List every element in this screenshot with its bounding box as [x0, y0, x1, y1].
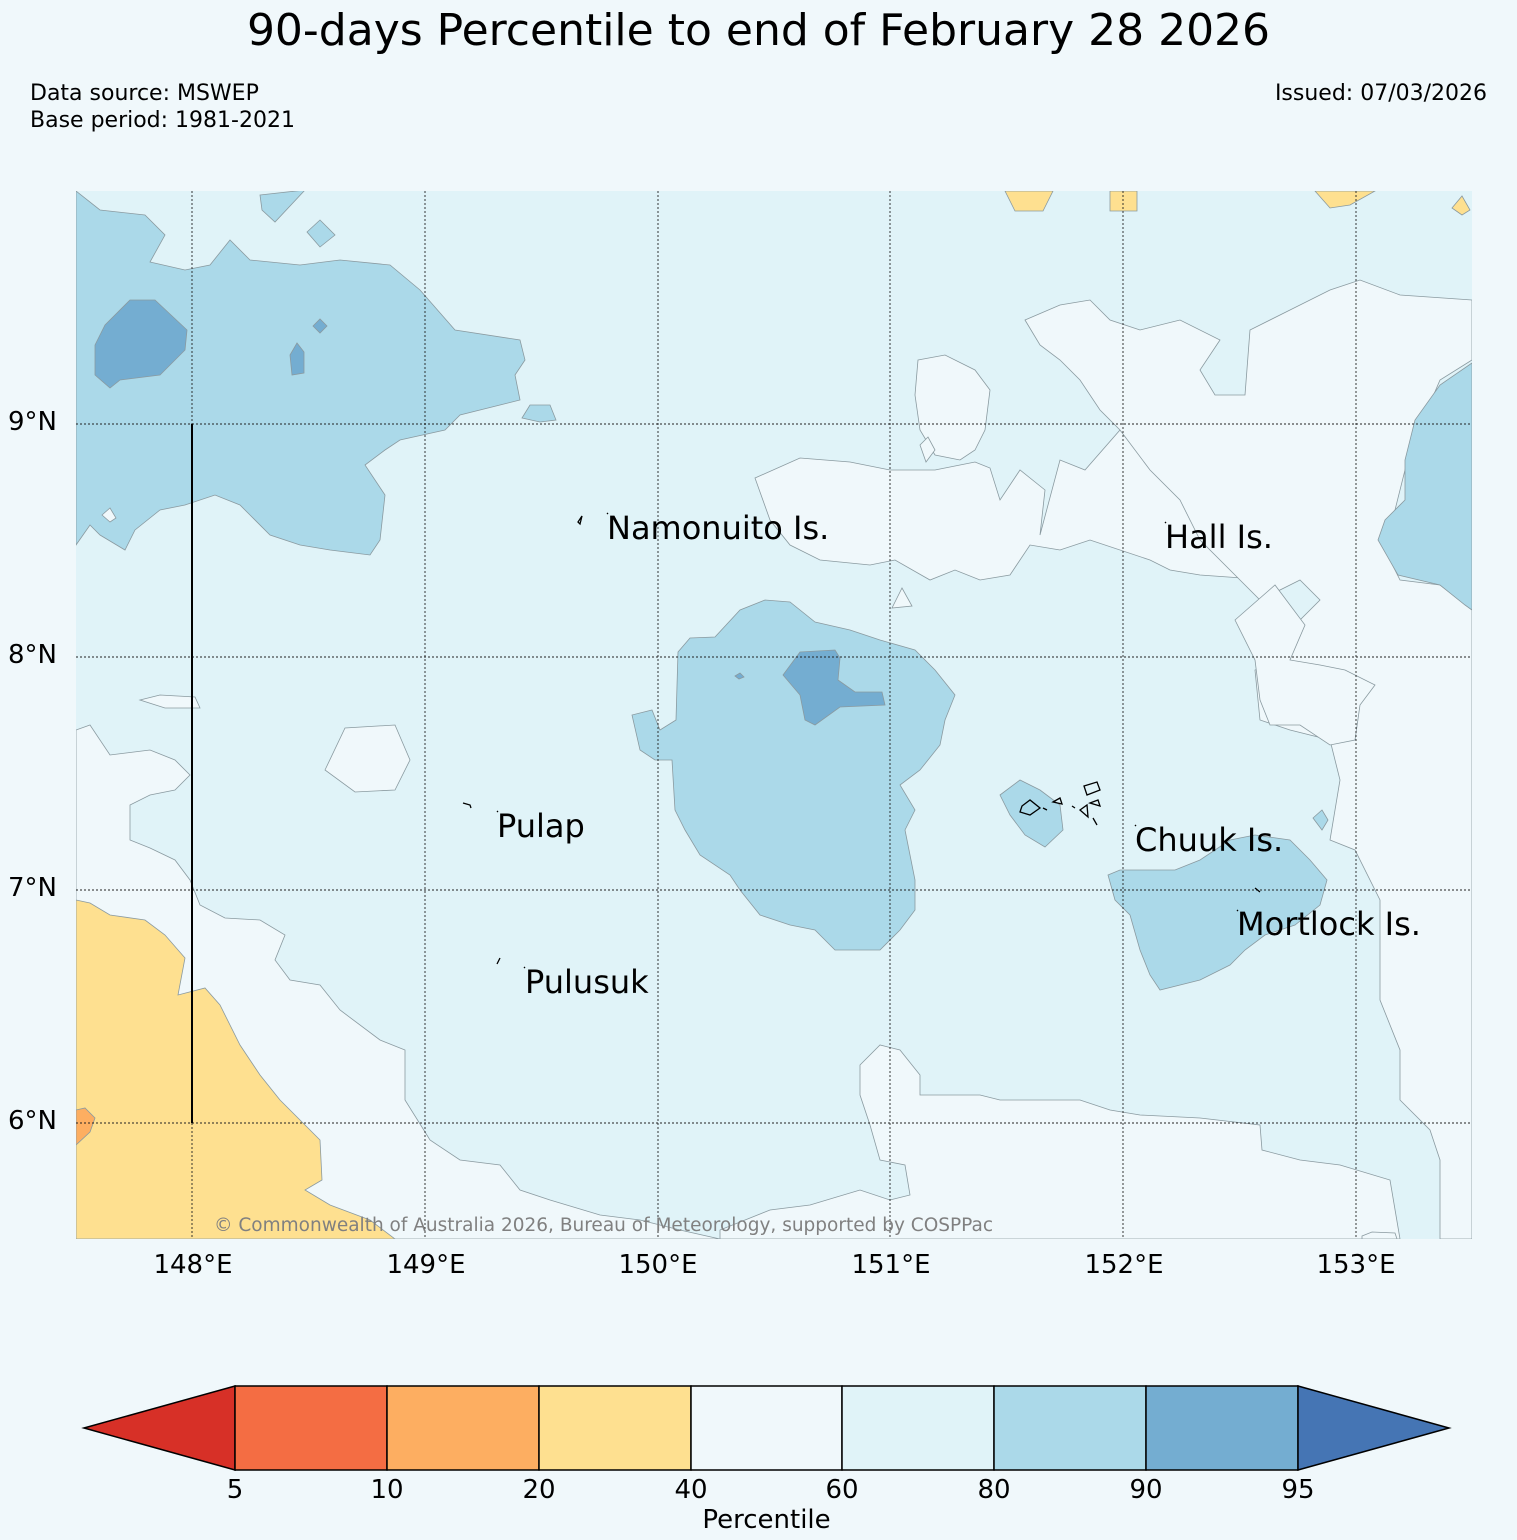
zone-80-90-central: [631, 599, 956, 951]
place-label-chuuk: Chuuk Is.: [1135, 821, 1284, 859]
island-hall: [1164, 521, 1167, 524]
colorbar-tick-90: 90: [1129, 1475, 1163, 1505]
zone-40-60-upper: [914, 354, 991, 461]
colorbar-tick-80: 80: [977, 1475, 1011, 1505]
colorbar-20-40: [538, 1385, 692, 1471]
colorbar-60-80: [841, 1385, 995, 1471]
colorbar-90-95: [1145, 1385, 1299, 1471]
colorbar-extend-high: [1297, 1385, 1452, 1471]
zone-90-95-nw: [94, 299, 188, 389]
zone-80-90-mortlock: [1107, 834, 1328, 991]
lat-label-8n: 8°N: [8, 640, 57, 670]
zone-40-60-small: [138, 694, 201, 709]
islands: [462, 512, 1261, 969]
map-metadata: Data source: MSWEP Base period: 1981-202…: [30, 80, 295, 134]
zone-40-60-east-right: [1234, 584, 1376, 746]
zone-80-90-east: [1377, 362, 1472, 611]
colorbar-tick-40: 40: [674, 1475, 708, 1505]
island-chuuk: [1019, 781, 1102, 826]
colorbar-label: Percentile: [702, 1505, 831, 1535]
colorbar: [81, 1385, 1452, 1471]
zone-20-40-top3: [1314, 191, 1376, 209]
zone-40-60-speck4: [1361, 1231, 1398, 1239]
zone-90-95-dot: [734, 672, 745, 680]
lon-label-150e: 150°E: [618, 1250, 698, 1280]
island-namonuito: [577, 512, 609, 526]
lon-label-148e: 148°E: [153, 1250, 233, 1280]
colorbar-80-90: [993, 1385, 1147, 1471]
issued-date: Issued: 07/03/2026: [1274, 81, 1487, 106]
zone-80-90-nw-blob: [259, 191, 305, 223]
zone-40-60-speck3: [919, 436, 936, 463]
zone-40-60-speck2: [891, 587, 913, 609]
place-label-pulap: Pulap: [497, 807, 585, 845]
island-pulusuk: [496, 957, 526, 969]
base-period: Base period: 1981-2021: [30, 108, 295, 133]
island-mortlock: [1236, 887, 1261, 912]
lat-label-6n: 6°N: [8, 1106, 57, 1136]
place-label-hall: Hall Is.: [1165, 518, 1273, 556]
zone-90-95-nw-small: [289, 342, 305, 376]
place-label-namonuito: Namonuito Is.: [607, 509, 830, 547]
lon-label-153e: 153°E: [1316, 1250, 1396, 1280]
place-label-mortlock: Mortlock Is.: [1237, 905, 1421, 943]
lon-label-151e: 151°E: [851, 1250, 931, 1280]
zone-90-95-nw-small2: [312, 318, 328, 334]
map-title: 90-days Percentile to end of February 28…: [246, 5, 1271, 56]
colorbar-extend-low: [81, 1385, 236, 1471]
zone-20-40-top1: [1004, 191, 1054, 212]
zone-20-40-southwest: [76, 899, 396, 1239]
zone-40-60-speck: [101, 507, 117, 523]
lat-label-7n: 7°N: [8, 873, 57, 903]
zone-80-90-nw-blob3: [521, 404, 557, 423]
zone-80-90-small-east: [1312, 809, 1329, 831]
zone-80-90-nw-blob2: [306, 219, 336, 248]
zone-40-60-south-central: [719, 1044, 1401, 1239]
data-source: Data source: MSWEP: [30, 81, 259, 106]
copyright-notice: © Commonwealth of Australia 2026, Bureau…: [214, 1215, 994, 1236]
zone-10-20-sw: [76, 1107, 96, 1146]
colorbar-tick-5: 5: [226, 1475, 244, 1505]
zone-20-40-top2: [1109, 191, 1138, 212]
lat-label-9n: 9°N: [8, 407, 57, 437]
colorbar-5-10: [234, 1385, 388, 1471]
zone-20-40-top4: [1451, 195, 1471, 216]
lon-label-152e: 152°E: [1084, 1250, 1164, 1280]
colorbar-tick-60: 60: [825, 1475, 859, 1505]
colorbar-tick-10: 10: [370, 1475, 404, 1505]
island-chuuk-reef: [1134, 824, 1137, 827]
lon-label-149e: 149°E: [386, 1250, 466, 1280]
zone-40-60-mid-left: [324, 724, 411, 793]
colorbar-tick-20: 20: [522, 1475, 556, 1505]
zone-90-95-central: [782, 649, 886, 726]
colorbar-tick-95: 95: [1281, 1475, 1315, 1505]
place-label-pulusuk: Pulusuk: [525, 963, 649, 1001]
colorbar-40-60: [690, 1385, 843, 1471]
colorbar-10-20: [386, 1385, 540, 1471]
island-pulap: [462, 802, 499, 813]
zone-40-60-ne: [1024, 279, 1472, 1239]
